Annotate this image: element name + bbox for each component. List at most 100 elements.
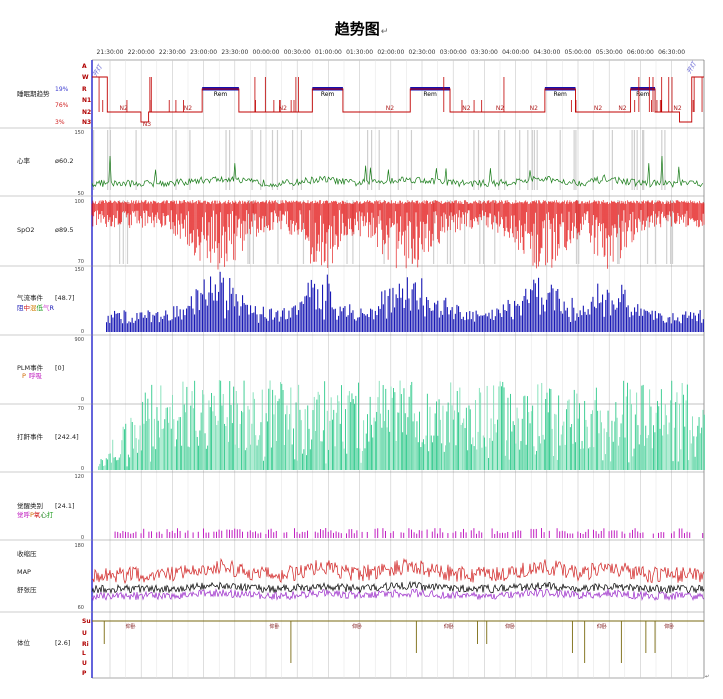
airflow-bar [438, 317, 440, 332]
airflow-bar [683, 314, 685, 332]
snore-bar [654, 432, 656, 470]
arousal-bar [629, 532, 631, 538]
snore-bar [564, 444, 566, 470]
snore-bar [594, 400, 596, 470]
snore-bar [514, 425, 515, 470]
snore-bar [481, 447, 483, 470]
snore-bar [317, 391, 319, 470]
airflow-bar [613, 304, 615, 332]
airflow-bar [170, 320, 172, 332]
airflow-bar [574, 320, 576, 332]
snore-bar [686, 384, 688, 470]
airflow-bar [168, 320, 170, 332]
airflow-bar [344, 306, 346, 332]
snore-bar [463, 418, 465, 470]
airflow-bar [618, 298, 620, 332]
snore-bar [692, 416, 693, 470]
airflow-bar [142, 317, 144, 332]
plm-legend-item: P [22, 372, 26, 380]
snore-bar [482, 435, 484, 470]
arousal-bar [325, 528, 327, 538]
end-light-label: 开灯 [685, 60, 698, 75]
airflow-bar [696, 321, 698, 332]
snore-bar [685, 400, 687, 470]
airflow-bar [563, 301, 565, 332]
airflow-bar [304, 296, 306, 332]
airflow-bar [606, 289, 608, 332]
snore-bar [572, 443, 574, 470]
airflow-bar [542, 304, 544, 332]
airflow-bar [200, 292, 202, 332]
airflow-bar [230, 293, 232, 332]
airflow-bar [139, 312, 141, 332]
airflow-bar [594, 306, 596, 332]
snore-bar [477, 431, 479, 470]
rem-label: Rem [423, 91, 437, 98]
plm-summary: [0] [55, 364, 64, 372]
airflow-bar [301, 301, 303, 332]
snore-bar [605, 454, 606, 470]
airflow-bar [592, 296, 594, 332]
snore-bar [364, 448, 366, 470]
airflow-bar [701, 322, 703, 332]
snore-bar [252, 392, 254, 470]
arousal-bar [577, 531, 579, 538]
airflow-bar [350, 312, 352, 332]
airflow-bar [510, 316, 512, 332]
position-level-label: L [82, 650, 86, 657]
snore-bar [269, 380, 271, 470]
airflow-bar [533, 279, 535, 332]
airflow-bar [117, 313, 119, 332]
airflow-bar [234, 306, 236, 332]
snore-bar [387, 409, 389, 470]
snore-bar [237, 403, 238, 470]
time-tick-label: 02:00:00 [377, 49, 404, 56]
time-tick-label: 04:00:00 [502, 49, 529, 56]
time-tick-label: 00:30:00 [284, 49, 311, 56]
snore-bar [493, 385, 495, 470]
airflow-bar [446, 307, 448, 332]
snore-bar [424, 444, 426, 470]
airflow-ymin: 0 [81, 329, 84, 335]
arousal-bar [585, 531, 587, 538]
snore-bar [216, 425, 218, 470]
arousal-bar [541, 528, 542, 538]
airflow-bar [496, 308, 498, 332]
snore-bar [186, 386, 188, 470]
snore-bar [347, 395, 349, 470]
arousal-bar [548, 530, 550, 538]
snore-bar [127, 454, 129, 470]
snore-bar [416, 421, 418, 470]
snore-bar [417, 442, 419, 470]
snore-bar [378, 380, 380, 470]
airflow-bar [288, 310, 290, 332]
arousal-bar [512, 532, 514, 538]
snore-bar [488, 457, 489, 470]
airflow-bar [381, 291, 383, 332]
airflow-bar [133, 322, 135, 332]
arousal-bar [239, 529, 241, 538]
airflow-bar [442, 314, 444, 332]
arousal-bar [442, 532, 444, 538]
rem-label: Rem [553, 91, 567, 98]
airflow-bar [317, 289, 319, 332]
airflow-bar [558, 298, 560, 332]
airflow-bar [203, 279, 205, 332]
airflow-bar [450, 310, 452, 332]
snore-bar [632, 456, 634, 470]
snore-bar [168, 422, 170, 470]
snore-bar [446, 411, 448, 470]
snore-bar [109, 453, 111, 470]
sleep-stage-title: 睡眠期趋势 [17, 89, 50, 98]
snore-bar [365, 433, 367, 470]
arousal-bar [400, 532, 402, 538]
snore-bar [462, 422, 463, 470]
snore-bar [376, 411, 378, 470]
arousal-legend-item: 氧 [34, 510, 41, 519]
airflow-bar [536, 296, 538, 332]
snore-bar [540, 443, 541, 470]
arousal-bar [151, 531, 152, 538]
airflow-bar [514, 300, 516, 332]
snore-bar [650, 406, 652, 470]
airflow-bar [290, 317, 292, 332]
